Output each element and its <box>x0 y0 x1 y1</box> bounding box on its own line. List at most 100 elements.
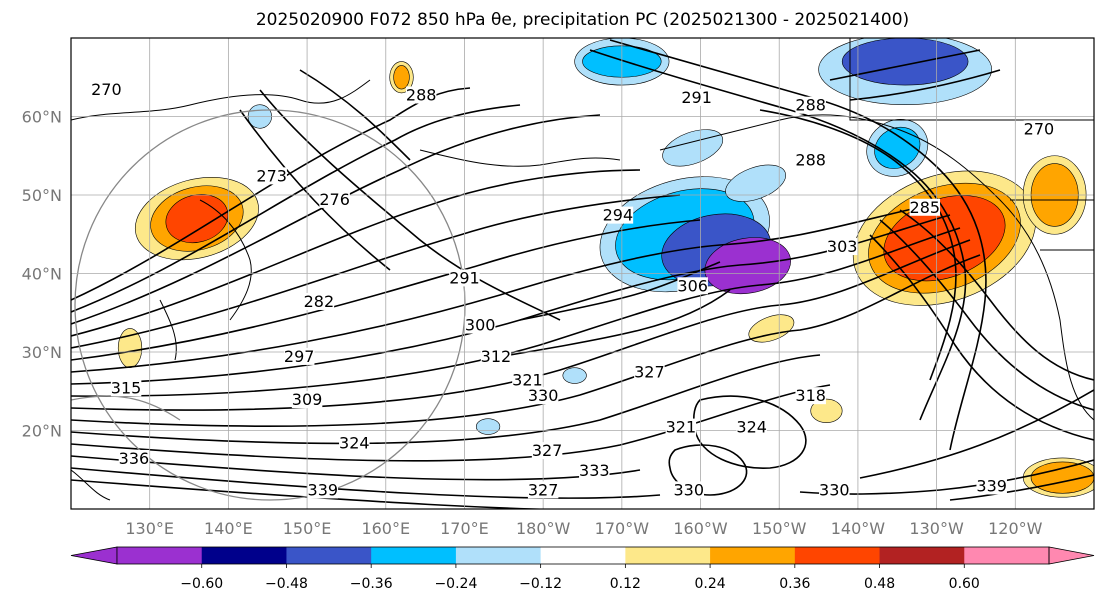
colorbar-extend-max <box>1048 546 1095 565</box>
colorbar-tick-label: 0.36 <box>779 576 810 592</box>
x-tick-label: 140°W <box>831 519 886 538</box>
contour-label-bg <box>665 418 697 436</box>
colorbar-segment <box>964 547 1050 564</box>
contour-label: 321 <box>512 370 543 389</box>
contour-label-bg <box>602 206 634 224</box>
colorbar-tick-label: 0.60 <box>949 576 980 592</box>
contour-label-bg <box>909 198 941 216</box>
contour-label: 270 <box>1024 119 1055 138</box>
contour-label-bg <box>256 167 287 185</box>
contour-label-bg <box>449 269 480 287</box>
colorbar-segment <box>710 547 796 564</box>
contour-label: 333 <box>579 461 610 480</box>
y-axis-ticks: 20°N 30°N 40°N 50°N 60°N <box>22 108 62 441</box>
y-tick-label: 50°N <box>22 186 62 205</box>
x-tick-label: 140°E <box>204 519 253 538</box>
x-tick-label: 130°E <box>125 519 174 538</box>
precip-region <box>165 194 229 244</box>
colorbar-segment <box>879 547 965 564</box>
precip-region <box>748 314 795 343</box>
contour-label: 300 <box>465 316 496 335</box>
x-tick-label: 160°E <box>361 519 410 538</box>
contour-label-bg <box>283 347 315 365</box>
colorbar-frame <box>116 546 1050 565</box>
contour-label-bg <box>677 277 708 295</box>
x-tick-label: 130°W <box>909 519 964 538</box>
colorbar: −0.60 −0.48 −0.36 −0.24 −0.12 0.12 0.24 0.36 0.4… <box>70 546 1095 592</box>
contour-label: 276 <box>319 190 350 209</box>
contour-label-bg <box>531 442 563 460</box>
colorbar-segment <box>625 547 711 564</box>
contour-label-bg <box>91 81 122 99</box>
contour-label-bg <box>673 481 704 499</box>
contour-label-bg <box>405 86 437 104</box>
colorbar-tick-label: −0.60 <box>180 576 223 592</box>
contour-label-bg <box>319 190 350 208</box>
contour-label: 306 <box>677 276 708 295</box>
contour-label-bg <box>1023 120 1055 138</box>
contour-label: 318 <box>795 386 826 405</box>
contour-label-bg <box>527 387 559 405</box>
precip-region <box>393 65 410 90</box>
precip-region <box>725 164 786 202</box>
y-tick-label: 30°N <box>22 343 62 362</box>
contour-label: 330 <box>673 480 704 499</box>
y-tick-label: 40°N <box>22 265 62 284</box>
contour-label: 327 <box>634 363 665 382</box>
contour-label-bg <box>819 481 850 499</box>
contour-label-bg <box>291 391 323 409</box>
contour-label: 297 <box>284 347 315 366</box>
contour-label-bg <box>118 449 150 467</box>
colorbar-tick-label: −0.48 <box>265 576 308 592</box>
contour-label: 330 <box>819 480 850 499</box>
contour-label: 339 <box>308 480 339 499</box>
precip-region <box>874 126 921 169</box>
contour-label: 291 <box>449 268 480 287</box>
contour-label: 282 <box>304 292 335 311</box>
colorbar-tick-label: 0.24 <box>695 576 726 592</box>
contour-label-bg <box>110 379 142 397</box>
contour-label: 336 <box>119 449 150 468</box>
colorbar-segment <box>117 547 203 564</box>
contour-label: 321 <box>666 418 697 437</box>
contour-label: 312 <box>481 347 512 366</box>
contour-label: 273 <box>256 166 287 185</box>
contour-label: 330 <box>528 386 559 405</box>
contour-label-bg <box>527 481 559 499</box>
contour-label: 327 <box>532 441 563 460</box>
plot-frame <box>70 37 1095 510</box>
colorbar-segment <box>201 547 287 564</box>
contour-label: 339 <box>976 476 1007 495</box>
contour-label-bg <box>634 363 665 381</box>
contour-label-bg <box>464 316 496 334</box>
y-tick-label: 20°N <box>22 422 62 441</box>
contour-labels: 270 288 291 288 270 288 273 276 294 285 303 282 291 3… <box>91 80 1054 499</box>
contour-label-bg <box>826 238 858 256</box>
contour-label: 324 <box>339 433 370 452</box>
colorbar-segment <box>455 547 542 564</box>
contour-label: 303 <box>827 237 858 256</box>
contour-label: 288 <box>795 96 826 115</box>
contour-label-bg <box>795 387 826 405</box>
colorbar-tick-label: 0.48 <box>864 576 895 592</box>
gridlines <box>71 38 1094 509</box>
contour-label: 288 <box>795 151 826 170</box>
contour-label-bg <box>681 88 712 106</box>
chart-title: 2025020900 F072 850 hPa θe, precipitatio… <box>255 10 910 30</box>
precip-region <box>662 129 724 167</box>
precip-region <box>117 328 143 369</box>
x-tick-label: 150°W <box>752 519 807 538</box>
contour-label: 309 <box>292 390 323 409</box>
contour-label-bg <box>795 151 826 169</box>
contour-label: 294 <box>603 206 634 225</box>
colorbar-segment <box>794 547 881 564</box>
colorbar-tick-label: −0.24 <box>434 576 477 592</box>
colorbar-segment <box>286 547 372 564</box>
x-axis-ticks: 130°E 140°E 150°E 160°E 170°E 180°W 170°W 160°W… <box>125 519 1042 538</box>
x-tick-label: 170°W <box>595 519 650 538</box>
contour-label-bg <box>307 481 339 499</box>
x-tick-label: 180°W <box>516 519 571 538</box>
x-tick-label: 150°E <box>283 519 332 538</box>
contour-label-bg <box>579 461 610 479</box>
